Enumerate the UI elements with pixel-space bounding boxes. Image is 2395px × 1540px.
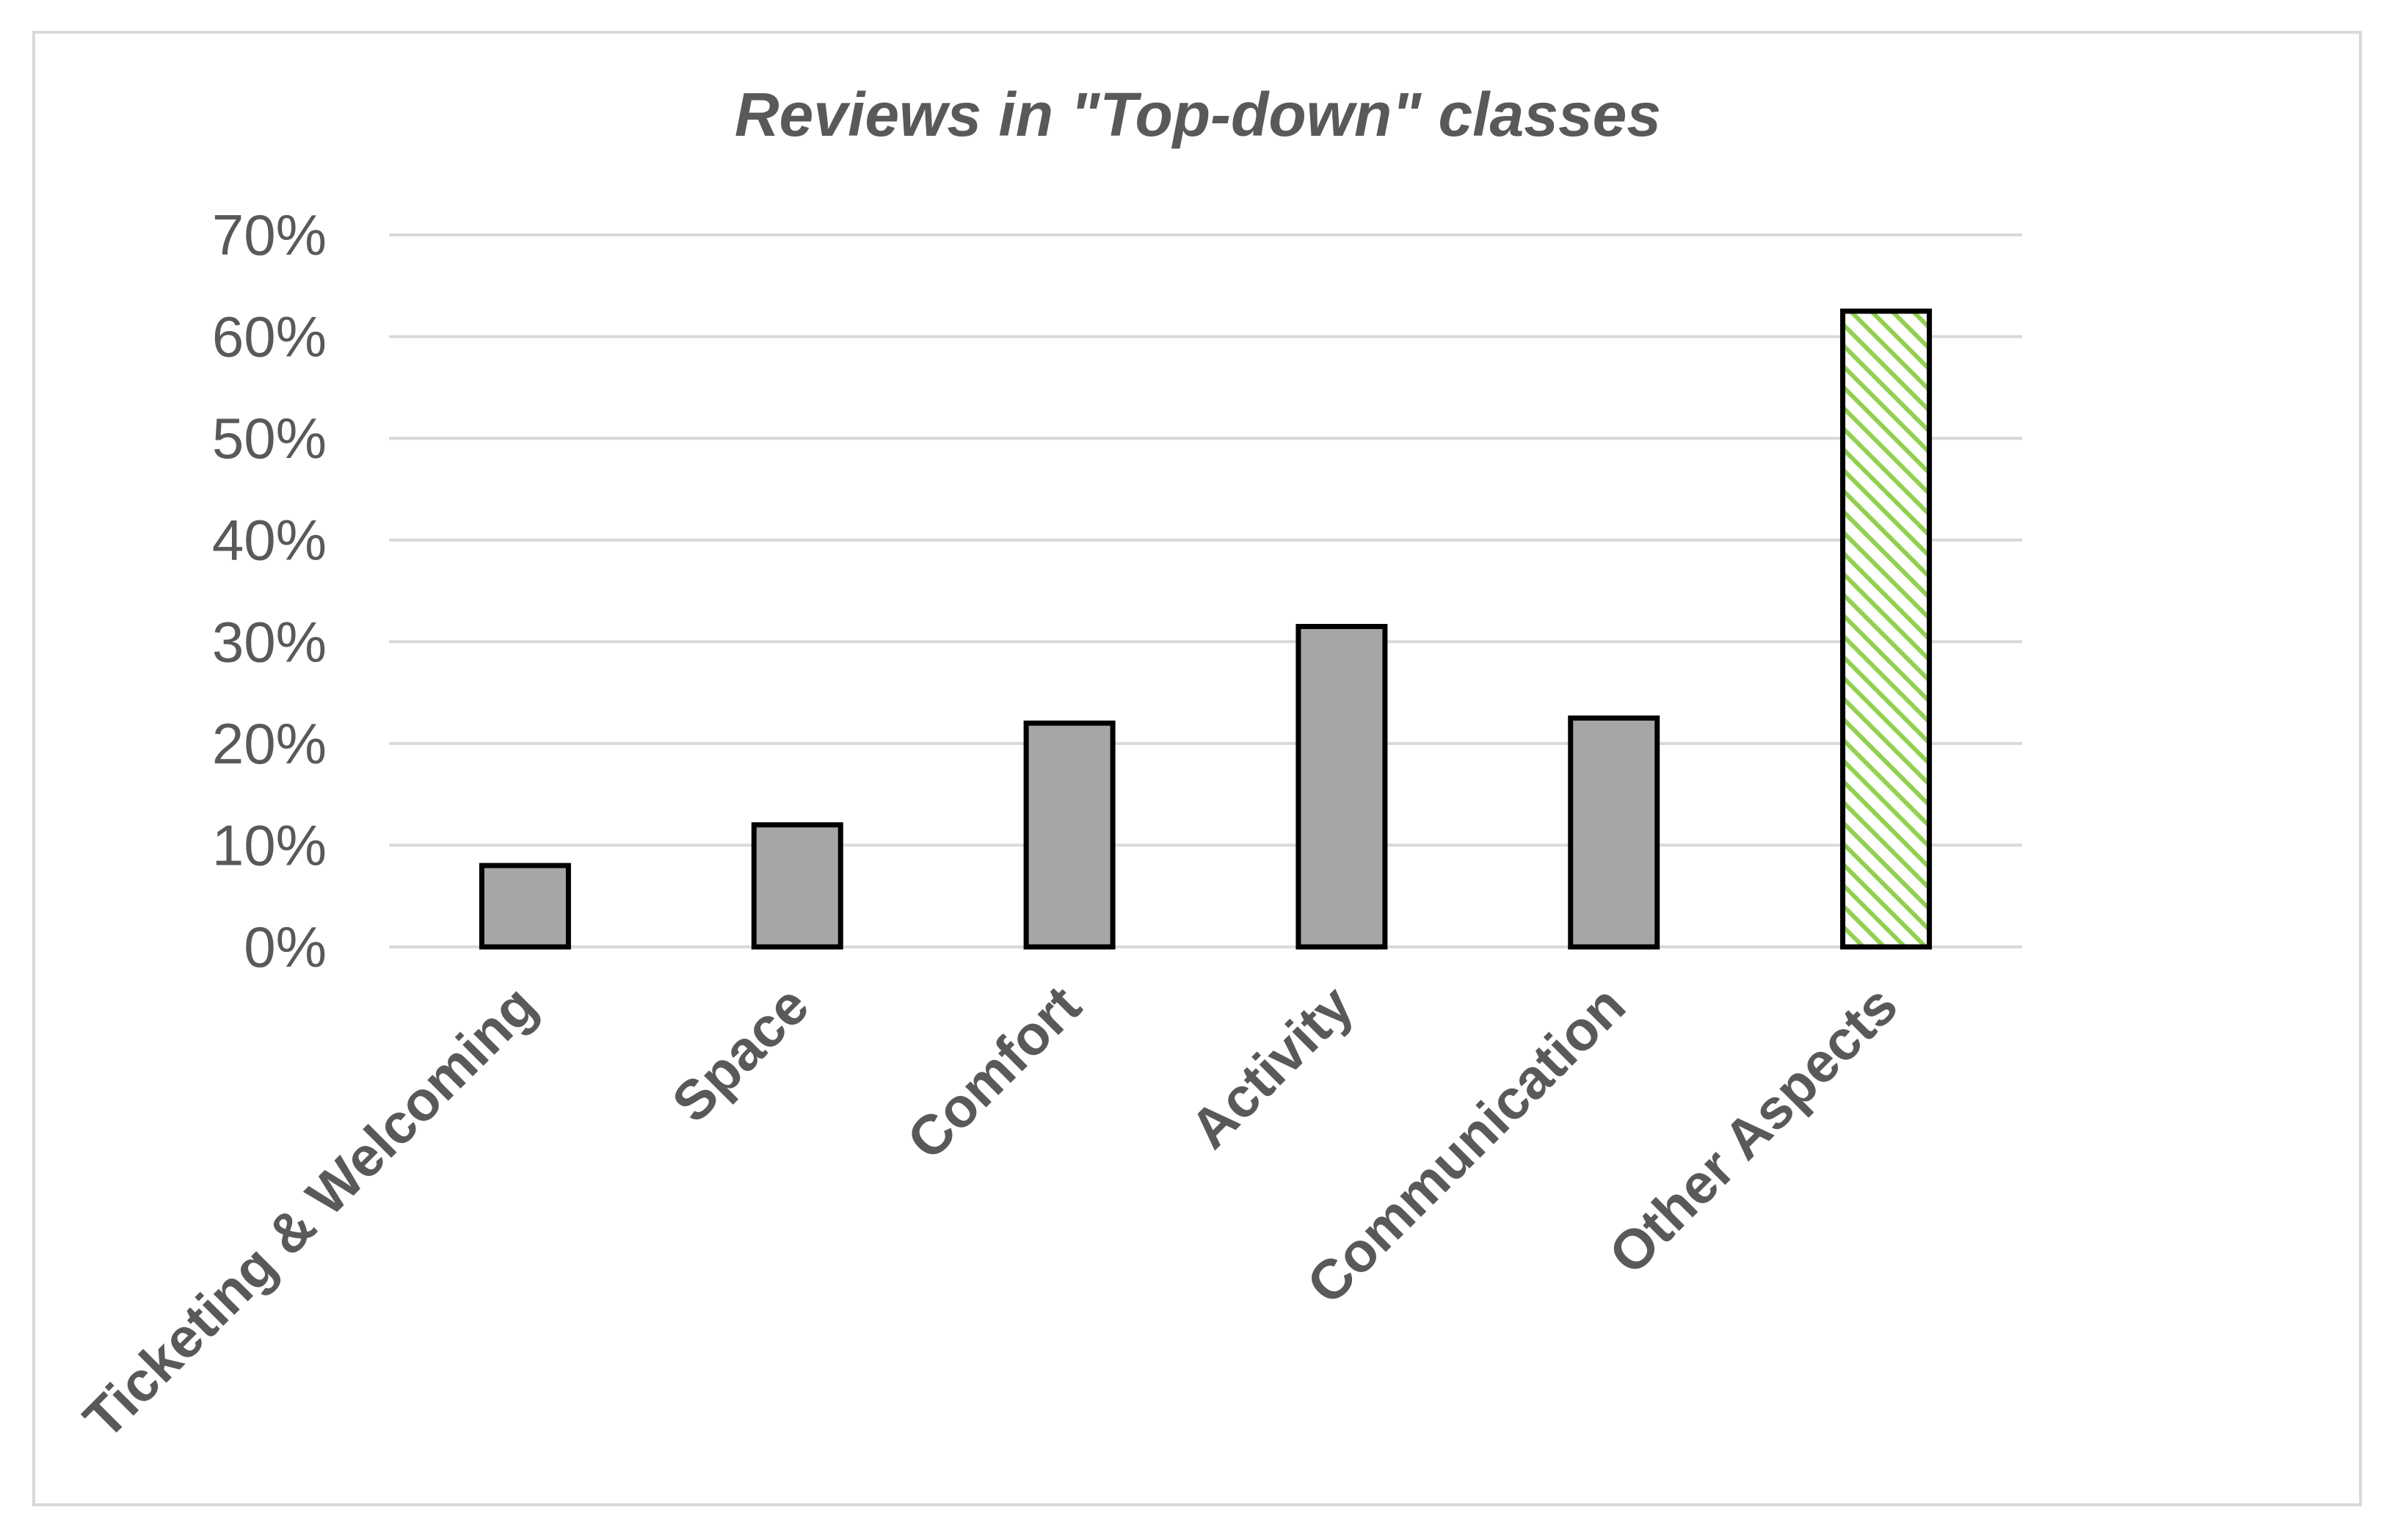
y-axis-tick-labels: 0% 10% 20% 30% 40% 50% 60% 70% (212, 203, 327, 979)
bar-communication (1568, 715, 1660, 950)
y-tick-label: 40% (212, 508, 327, 573)
x-tick-label: Space (661, 974, 821, 1134)
x-tick-label: Ticketing & Welcoming (72, 974, 548, 1450)
chart-frame (32, 31, 2362, 1506)
y-tick-label: 50% (212, 406, 327, 471)
y-tick-label: 20% (212, 711, 327, 776)
bar-space (751, 822, 843, 950)
y-tick-label: 60% (212, 305, 327, 369)
bar-activity (1295, 624, 1388, 950)
x-tick-label: Activity (1179, 974, 1365, 1161)
bar-ticketing-welcoming (479, 862, 571, 950)
gridlines (389, 233, 2022, 948)
y-tick-label: 10% (212, 813, 327, 877)
x-tick-label: Comfort (895, 974, 1093, 1172)
x-tick-label: Other Aspects (1597, 974, 1909, 1286)
x-axis-tick-labels: Ticketing & Welcoming Space Comfort Activit… (72, 974, 1910, 1450)
bar-comfort (1023, 720, 1116, 950)
bars (479, 308, 1933, 950)
y-tick-label: 0% (244, 915, 327, 979)
bar-other-aspects (1840, 308, 1933, 950)
chart-title: Reviews in "Top-down" classes (735, 80, 1661, 149)
y-tick-label: 30% (212, 609, 327, 674)
y-tick-label: 70% (212, 203, 327, 267)
